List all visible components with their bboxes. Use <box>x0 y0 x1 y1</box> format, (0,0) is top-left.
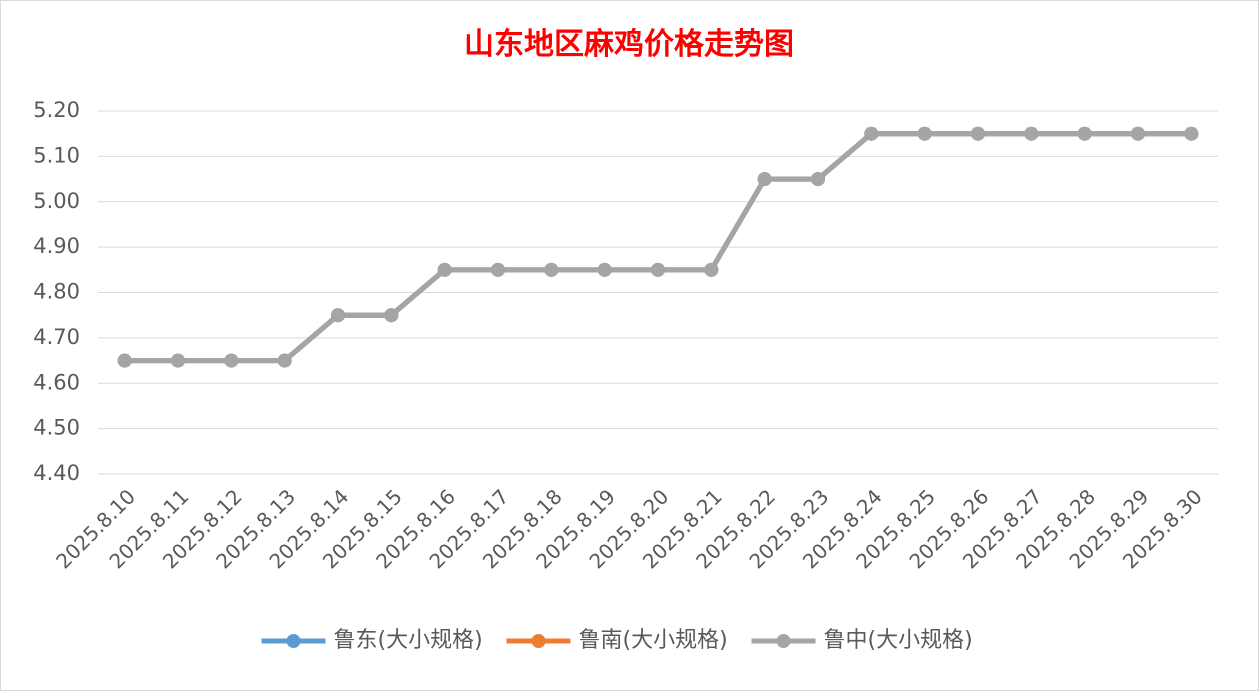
legend-label: 鲁中(大小规格) <box>824 628 973 653</box>
point-marker <box>1184 126 1199 141</box>
point-marker <box>1077 126 1092 141</box>
y-tick-label: 4.40 <box>33 461 80 485</box>
y-tick-label: 5.10 <box>33 143 80 167</box>
point-marker <box>277 353 292 368</box>
point-marker <box>171 353 185 368</box>
chart-title: 山东地区麻鸡价格走势图 <box>464 27 794 62</box>
legend-label: 鲁东(大小规格) <box>334 628 483 653</box>
point-marker <box>864 126 879 141</box>
point-marker <box>651 262 665 277</box>
point-marker <box>491 262 505 277</box>
point-marker <box>1024 126 1039 141</box>
point-marker <box>1131 126 1145 141</box>
point-marker <box>971 126 985 141</box>
point-marker <box>437 262 452 277</box>
y-tick-label: 5.00 <box>33 189 80 213</box>
legend-label: 鲁南(大小规格) <box>579 628 728 653</box>
y-tick-label: 5.20 <box>33 98 80 122</box>
point-marker <box>704 262 719 277</box>
point-marker <box>384 308 399 323</box>
y-tick-label: 4.80 <box>33 280 80 304</box>
legend-marker <box>286 634 301 648</box>
legend-marker <box>531 634 546 648</box>
point-marker <box>917 126 932 141</box>
point-marker <box>331 308 345 323</box>
point-marker <box>544 262 559 277</box>
y-tick-label: 4.70 <box>33 325 80 349</box>
legend-marker <box>776 634 791 648</box>
y-tick-label: 4.50 <box>33 416 80 440</box>
point-marker <box>597 262 612 277</box>
point-marker <box>757 172 772 187</box>
y-tick-label: 4.60 <box>33 370 80 394</box>
point-marker <box>224 353 239 368</box>
point-marker <box>811 172 825 187</box>
y-tick-label: 4.90 <box>33 234 80 258</box>
point-marker <box>117 353 132 368</box>
